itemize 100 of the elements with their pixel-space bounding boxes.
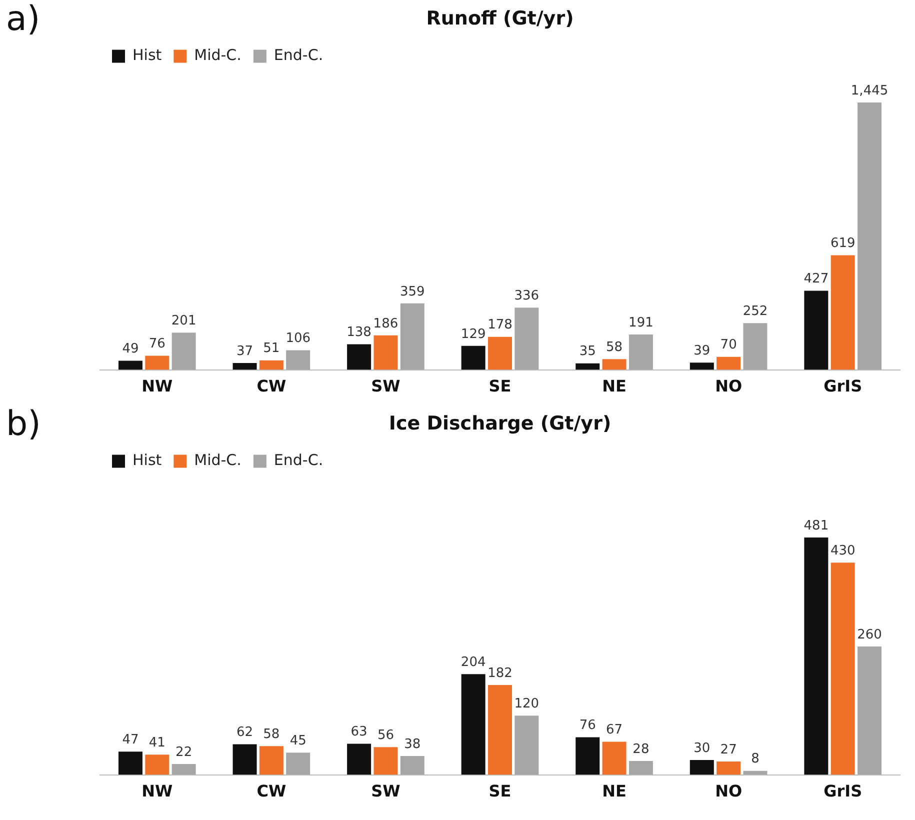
data-label: 191 [628,315,654,330]
data-label: 481 [804,518,829,534]
data-label: 106 [286,331,311,346]
bar [461,674,486,775]
bar [830,255,855,370]
bar [576,363,600,370]
x-tick-label: NE [602,376,626,396]
chart-title: Runoff (Gt/yr) [426,7,574,30]
data-label: 129 [460,326,486,342]
bar [374,747,398,775]
bar [602,359,626,370]
bar [232,362,257,370]
text: a) [6,0,40,39]
bar [347,344,372,370]
legend-label: Mid-C. [194,451,242,470]
data-label: 56 [377,728,394,744]
data-label: 39 [694,343,710,358]
bar [145,754,170,775]
data-label: 41 [148,735,166,750]
bar [347,744,372,775]
data-label: 38 [404,736,421,752]
data-label: 70 [720,338,737,353]
data-label: 201 [171,313,196,328]
bar [602,742,626,775]
data-label: 22 [176,744,192,760]
x-tick-label: NO [715,376,742,396]
data-label: 178 [488,318,512,333]
bar [804,290,828,370]
data-label: 45 [290,733,306,748]
bar [716,761,741,775]
legend-label: End-C. [274,46,324,64]
data-label: 58 [606,340,623,355]
bar [858,102,882,370]
bar [118,360,142,370]
bar [690,362,714,370]
bar [743,323,768,370]
bar [514,716,539,775]
data-label: 120 [514,696,540,712]
data-label: 51 [263,341,280,356]
text: b) [6,404,41,444]
x-tick-label: SW [371,782,401,801]
data-label: 67 [606,722,623,738]
bar [400,756,424,775]
x-tick-label: NW [142,376,174,396]
bar [286,350,310,370]
bar [400,303,424,370]
legend-label: Hist [132,451,162,470]
data-label: 30 [694,740,710,756]
bar [804,538,828,775]
data-label: 260 [857,627,882,642]
data-label: 27 [720,742,737,758]
data-label: 430 [830,544,856,559]
data-label: 76 [579,718,596,734]
bar [145,356,170,370]
bar [232,744,257,775]
data-label: 336 [514,288,540,304]
data-label: 58 [263,727,280,742]
bar [830,562,855,775]
x-tick-label: GrIS [824,376,862,396]
legend-label: Hist [132,46,162,64]
bar [628,760,653,775]
data-label: 63 [350,724,368,740]
x-tick-label: SW [371,376,401,396]
x-tick-label: CW [256,376,286,396]
bar [172,332,196,370]
data-label: 186 [373,316,398,332]
data-label: 62 [236,725,254,740]
bar [172,764,196,775]
bar [259,746,284,775]
data-label: 35 [579,344,596,360]
data-label: 8 [751,752,760,767]
bar [118,752,142,775]
data-label: 138 [346,325,372,340]
data-label: 76 [148,336,166,352]
data-label: 37 [236,344,254,359]
x-tick-label: SE [488,376,512,396]
data-label: 619 [830,236,856,252]
legend-label: End-C. [274,451,324,470]
x-tick-label: NW [142,782,174,801]
data-label: 47 [122,732,139,748]
x-tick-label: GrIS [824,782,862,801]
x-tick-label: NO [715,782,742,801]
bar [286,752,310,775]
bar [461,346,486,370]
data-label: 359 [400,284,425,300]
data-label: 427 [804,272,829,287]
bar [716,356,741,370]
x-tick-label: CW [256,782,286,801]
legend-label: Mid-C. [194,46,242,64]
bar [488,336,512,370]
bar [690,760,714,775]
bar [374,335,398,370]
bar [628,334,653,370]
bar [858,646,882,775]
x-tick-label: SE [488,782,512,801]
data-label: 182 [488,666,512,681]
data-label: 252 [742,304,768,320]
x-tick-label: NE [602,782,626,801]
chart-title: Ice Discharge (Gt/yr) [388,412,612,434]
bar [259,360,284,370]
